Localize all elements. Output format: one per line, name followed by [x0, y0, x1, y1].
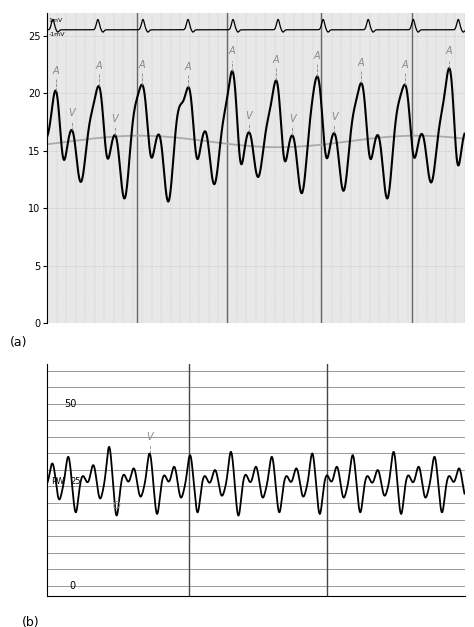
Text: A: A	[229, 46, 236, 56]
Text: O: O	[113, 500, 120, 510]
Text: (a): (a)	[10, 335, 27, 349]
Text: -1mV: -1mV	[49, 32, 65, 37]
Text: PW: PW	[52, 477, 65, 486]
Text: A: A	[358, 58, 365, 68]
Text: A: A	[314, 51, 320, 61]
Text: 50: 50	[64, 399, 76, 409]
Text: A: A	[52, 66, 59, 76]
Text: (b): (b)	[22, 616, 40, 627]
Text: 1mV: 1mV	[49, 18, 63, 23]
Text: A: A	[95, 61, 102, 71]
Text: V: V	[111, 113, 118, 124]
Text: A: A	[138, 60, 145, 70]
Text: A: A	[273, 55, 279, 65]
Text: A: A	[446, 46, 453, 56]
Text: V: V	[68, 108, 75, 119]
Text: V: V	[331, 112, 337, 122]
Text: A: A	[401, 60, 408, 70]
Text: V: V	[246, 111, 252, 121]
Text: V: V	[289, 114, 295, 124]
Text: 25: 25	[70, 477, 81, 486]
Text: V: V	[146, 432, 153, 442]
Text: A: A	[185, 62, 191, 72]
Text: 0: 0	[69, 581, 75, 591]
